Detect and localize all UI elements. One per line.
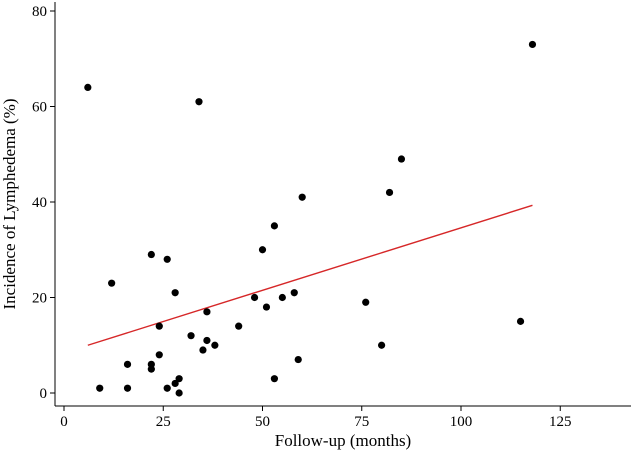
data-point (123, 360, 132, 368)
data-point (108, 279, 116, 287)
axes (54, 2, 631, 407)
data-point (163, 255, 171, 263)
data-point (171, 289, 179, 297)
data-point (195, 98, 203, 106)
data-point (250, 293, 259, 302)
y-axis-title: Incidence of Lymphedema (%) (0, 99, 19, 310)
y-tick-label: 40 (32, 195, 47, 211)
x-ticks: 0 25 50 75 100 125 (60, 406, 572, 430)
data-point (270, 375, 279, 383)
data-point (171, 379, 179, 388)
y-ticks: 0 20 40 60 80 (32, 4, 55, 402)
data-point (235, 322, 243, 330)
data-point (123, 384, 132, 392)
data-points (84, 40, 537, 397)
data-point (84, 83, 92, 91)
data-point (203, 336, 211, 345)
y-tick-label: 20 (32, 291, 47, 307)
data-point (385, 188, 394, 197)
data-point (397, 155, 406, 163)
data-point (175, 375, 183, 383)
x-tick-label: 25 (156, 414, 171, 430)
x-tick-label: 125 (549, 414, 572, 430)
data-point (203, 308, 211, 316)
data-point (155, 351, 163, 359)
data-point (362, 298, 370, 306)
data-point (96, 384, 104, 392)
data-point (199, 346, 207, 354)
data-point (258, 246, 267, 254)
regression-line (87, 204, 533, 346)
data-point (211, 341, 219, 349)
y-tick-label: 80 (32, 4, 47, 20)
data-point (155, 322, 163, 330)
data-point (378, 341, 386, 349)
data-point (147, 250, 155, 259)
x-tick-label: 100 (450, 414, 473, 430)
y-tick-label: 0 (40, 386, 48, 402)
data-point (528, 40, 537, 49)
x-tick-label: 50 (255, 414, 270, 430)
data-point (278, 293, 286, 302)
data-point (147, 365, 155, 373)
x-axis-title: Follow-up (months) (275, 431, 411, 450)
fit-line-group (87, 204, 533, 346)
data-point (516, 317, 525, 325)
y-tick-label: 60 (32, 100, 47, 116)
data-point (163, 384, 171, 392)
data-point (290, 289, 298, 297)
data-point (270, 222, 279, 230)
x-tick-label: 75 (354, 414, 369, 430)
x-tick-label: 0 (60, 414, 68, 430)
data-point (262, 303, 271, 311)
data-point (294, 355, 302, 364)
data-point (298, 193, 306, 201)
data-point (187, 332, 195, 340)
data-point (175, 389, 183, 397)
